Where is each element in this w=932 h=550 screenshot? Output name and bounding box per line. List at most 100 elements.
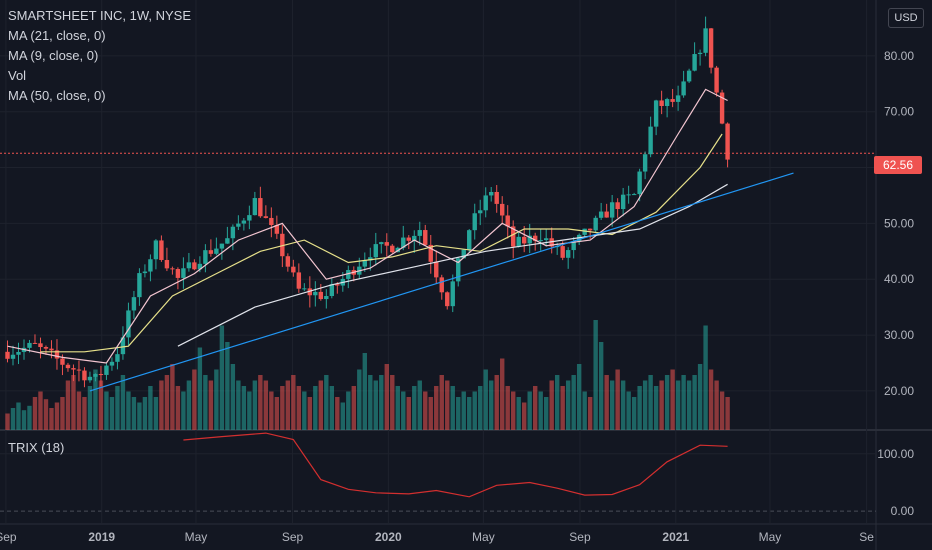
candle bbox=[16, 351, 21, 355]
candle bbox=[478, 210, 483, 214]
y-tick-label: 70.00 bbox=[884, 105, 914, 119]
candle bbox=[87, 376, 93, 381]
volume-bar bbox=[27, 405, 32, 430]
volume-bar bbox=[324, 375, 329, 430]
volume-bar bbox=[104, 391, 109, 430]
volume-bar bbox=[648, 375, 653, 430]
volume-bar bbox=[461, 391, 466, 430]
volume-bar bbox=[664, 375, 670, 430]
candle bbox=[225, 238, 230, 244]
candle bbox=[38, 343, 43, 348]
candle bbox=[153, 240, 159, 260]
candle bbox=[560, 246, 565, 258]
volume-bar bbox=[236, 380, 241, 430]
candle bbox=[390, 245, 395, 253]
candle bbox=[587, 228, 593, 231]
x-tick-label: 2020 bbox=[375, 530, 402, 544]
candle bbox=[76, 369, 82, 371]
candle bbox=[263, 216, 269, 218]
volume-bar bbox=[686, 380, 692, 430]
volume-bar bbox=[274, 397, 280, 430]
legend-ma21[interactable]: MA (21, close, 0) bbox=[8, 28, 106, 43]
volume-bar bbox=[54, 402, 60, 430]
y-tick-label: 50.00 bbox=[884, 216, 914, 230]
candle bbox=[598, 211, 604, 218]
candle bbox=[291, 266, 296, 273]
candle bbox=[675, 95, 681, 102]
volume-bar bbox=[379, 375, 384, 430]
volume-bar bbox=[148, 386, 153, 430]
candle bbox=[609, 202, 615, 218]
volume-bar bbox=[60, 397, 65, 430]
candle bbox=[318, 291, 324, 300]
candle bbox=[373, 244, 378, 258]
volume-bar bbox=[115, 386, 120, 430]
candle bbox=[615, 202, 620, 210]
candle bbox=[126, 310, 131, 338]
volume-bar bbox=[247, 391, 252, 430]
candle bbox=[417, 230, 422, 236]
volume-bar bbox=[681, 375, 686, 430]
candle bbox=[164, 259, 170, 269]
candle bbox=[516, 236, 521, 247]
volume-bar bbox=[186, 380, 192, 430]
volume-bar bbox=[65, 380, 71, 430]
candle bbox=[620, 194, 626, 210]
volume-bar bbox=[263, 380, 269, 430]
candle bbox=[593, 217, 598, 231]
x-tick-label: 2021 bbox=[662, 530, 689, 544]
volume-bar bbox=[296, 386, 302, 430]
volume-bar bbox=[175, 386, 181, 430]
legend-ma50[interactable]: MA (50, close, 0) bbox=[8, 88, 106, 103]
volume-bar bbox=[401, 391, 406, 430]
candle bbox=[445, 292, 450, 307]
volume-bar bbox=[313, 386, 318, 430]
ma9-line bbox=[7, 88, 728, 364]
legend-vol[interactable]: Vol bbox=[8, 68, 27, 83]
candle bbox=[412, 235, 417, 241]
candle bbox=[335, 284, 340, 286]
ma50-line bbox=[177, 183, 728, 347]
legend-trix[interactable]: TRIX (18) bbox=[8, 440, 65, 455]
volume-bar bbox=[406, 397, 411, 430]
volume-bar bbox=[472, 391, 477, 430]
candle bbox=[307, 288, 313, 296]
volume-bar bbox=[203, 375, 208, 430]
volume-bar bbox=[10, 408, 16, 430]
legend-ma9[interactable]: MA (9, close, 0) bbox=[8, 48, 99, 63]
volume-bar bbox=[192, 369, 197, 430]
candle bbox=[708, 28, 714, 68]
candle bbox=[71, 368, 76, 370]
x-tick-label: Sep bbox=[0, 530, 17, 544]
candle bbox=[631, 194, 637, 196]
volume-bar bbox=[412, 386, 417, 430]
volume-bar bbox=[703, 325, 708, 430]
volume-bar bbox=[439, 375, 444, 430]
volume-bar bbox=[335, 397, 340, 430]
candle bbox=[230, 226, 236, 239]
candle bbox=[406, 237, 411, 241]
volume-bar bbox=[225, 342, 230, 430]
candle bbox=[692, 54, 697, 71]
candle bbox=[302, 288, 307, 290]
trix-tick-label: 100.00 bbox=[877, 447, 914, 461]
volume-bar bbox=[214, 369, 219, 430]
candle bbox=[252, 198, 258, 216]
candle bbox=[456, 258, 461, 282]
volume-bar bbox=[609, 380, 615, 430]
axes: 20.0030.0040.0050.0060.0070.0080.000.001… bbox=[0, 49, 914, 544]
candle bbox=[258, 198, 263, 217]
volume-bar bbox=[137, 402, 142, 430]
volume-bar bbox=[21, 410, 27, 430]
candle bbox=[54, 350, 60, 359]
candle bbox=[5, 351, 10, 359]
volume-bar bbox=[697, 364, 703, 430]
candle bbox=[120, 337, 126, 355]
x-tick-label: May bbox=[472, 530, 495, 544]
volume-bar bbox=[49, 408, 54, 430]
volume-bar bbox=[500, 358, 505, 430]
currency-button[interactable]: USD bbox=[888, 8, 924, 28]
symbol-title[interactable]: SMARTSHEET INC, 1W, NYSE bbox=[8, 8, 192, 23]
volume-bar bbox=[659, 380, 664, 430]
